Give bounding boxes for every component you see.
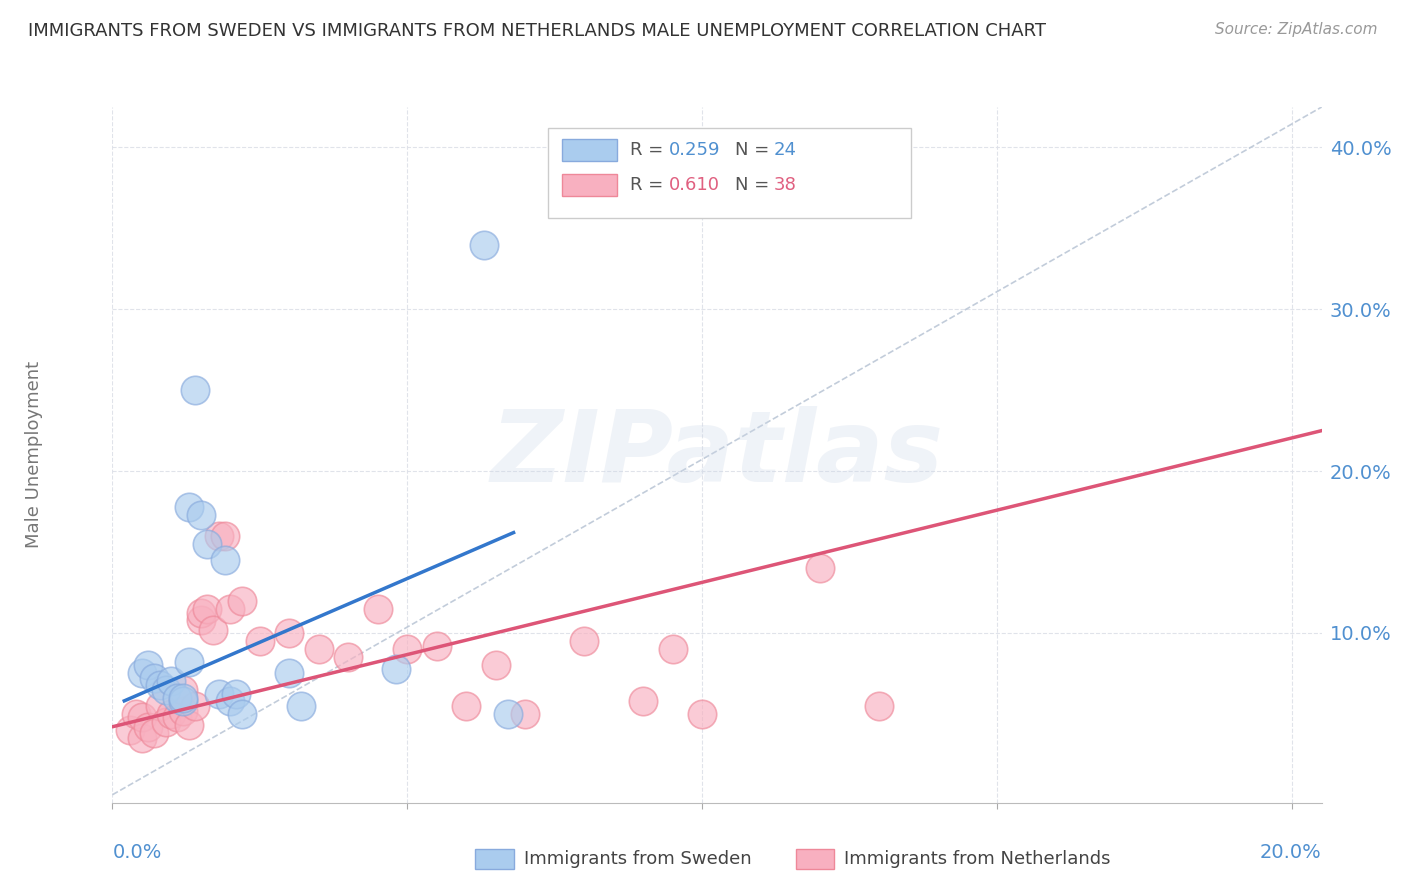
Point: [231, 706, 253, 721]
Point: [574, 634, 596, 648]
FancyBboxPatch shape: [548, 128, 911, 219]
Point: [868, 698, 890, 713]
Point: [384, 661, 406, 675]
Point: [149, 698, 172, 713]
Text: IMMIGRANTS FROM SWEDEN VS IMMIGRANTS FROM NETHERLANDS MALE UNEMPLOYMENT CORRELAT: IMMIGRANTS FROM SWEDEN VS IMMIGRANTS FRO…: [28, 22, 1046, 40]
Point: [195, 601, 218, 615]
Point: [136, 658, 159, 673]
Point: [155, 682, 177, 697]
Text: 24: 24: [773, 141, 797, 159]
Point: [808, 561, 831, 575]
Point: [179, 718, 201, 732]
Text: 0.610: 0.610: [669, 176, 720, 194]
Point: [290, 698, 312, 713]
Point: [172, 704, 194, 718]
Point: [278, 666, 301, 681]
Text: Source: ZipAtlas.com: Source: ZipAtlas.com: [1215, 22, 1378, 37]
Point: [231, 593, 253, 607]
Point: [472, 237, 495, 252]
FancyBboxPatch shape: [562, 174, 617, 196]
Text: Male Unemployment: Male Unemployment: [25, 361, 44, 549]
Point: [190, 613, 212, 627]
Text: 0.259: 0.259: [669, 141, 720, 159]
Point: [456, 698, 478, 713]
Text: R =: R =: [630, 141, 669, 159]
Point: [367, 601, 389, 615]
FancyBboxPatch shape: [562, 139, 617, 161]
Point: [160, 674, 183, 689]
Point: [184, 383, 207, 397]
Point: [662, 642, 685, 657]
Point: [190, 508, 212, 522]
Point: [155, 714, 177, 729]
Point: [219, 601, 242, 615]
Point: [249, 634, 271, 648]
Point: [208, 529, 231, 543]
Point: [120, 723, 142, 737]
Text: 38: 38: [773, 176, 797, 194]
Point: [166, 710, 188, 724]
Point: [166, 690, 188, 705]
Point: [190, 607, 212, 621]
Point: [179, 500, 201, 514]
Point: [149, 678, 172, 692]
Point: [426, 639, 449, 653]
Point: [396, 642, 419, 657]
Point: [172, 694, 194, 708]
FancyBboxPatch shape: [796, 849, 834, 869]
Point: [278, 626, 301, 640]
Point: [214, 553, 236, 567]
FancyBboxPatch shape: [475, 849, 515, 869]
Text: Immigrants from Sweden: Immigrants from Sweden: [523, 850, 751, 868]
Point: [179, 655, 201, 669]
Point: [195, 537, 218, 551]
Point: [201, 623, 224, 637]
Point: [131, 666, 153, 681]
Point: [515, 706, 537, 721]
Point: [172, 682, 194, 697]
Text: ZIPatlas: ZIPatlas: [491, 407, 943, 503]
Point: [308, 642, 330, 657]
Point: [485, 658, 508, 673]
Text: Immigrants from Netherlands: Immigrants from Netherlands: [844, 850, 1111, 868]
Point: [142, 726, 165, 740]
Point: [136, 720, 159, 734]
Point: [125, 706, 148, 721]
Text: 0.0%: 0.0%: [112, 843, 162, 863]
Point: [692, 706, 714, 721]
Point: [131, 731, 153, 745]
Point: [225, 687, 247, 701]
Point: [337, 650, 360, 665]
Point: [184, 698, 207, 713]
Point: [219, 694, 242, 708]
Text: N =: N =: [735, 141, 775, 159]
Text: R =: R =: [630, 176, 669, 194]
Point: [160, 706, 183, 721]
Point: [633, 694, 655, 708]
Point: [496, 706, 519, 721]
Point: [208, 687, 231, 701]
Point: [131, 710, 153, 724]
Text: 20.0%: 20.0%: [1260, 843, 1322, 863]
Point: [172, 690, 194, 705]
Text: N =: N =: [735, 176, 775, 194]
Point: [214, 529, 236, 543]
Point: [142, 671, 165, 685]
